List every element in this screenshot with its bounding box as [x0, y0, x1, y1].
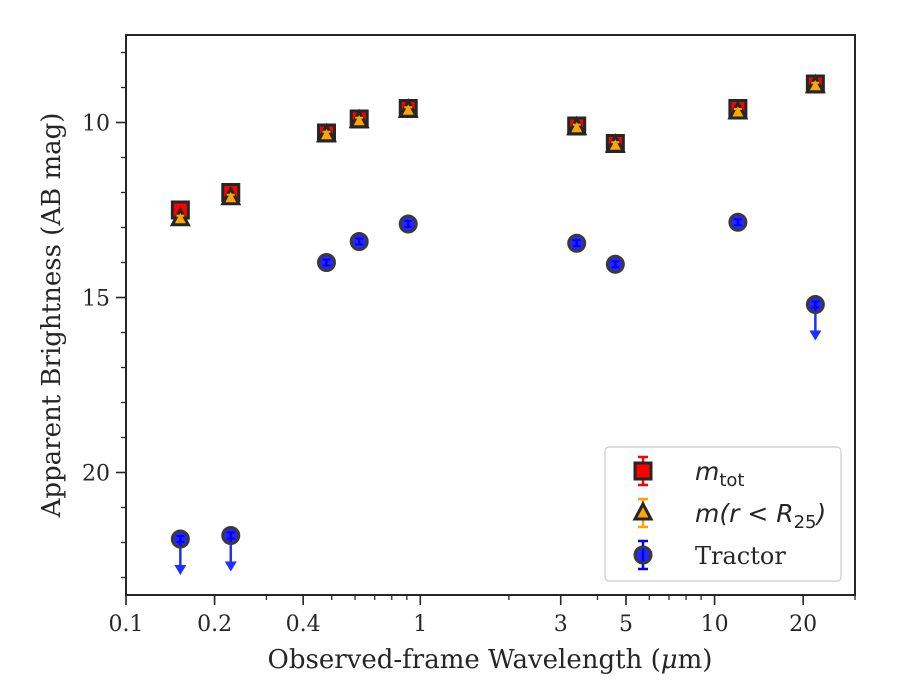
y-axis-label: Apparent Brightness (AB mag) [37, 113, 67, 519]
legend-marker [633, 545, 653, 565]
legend-label: mtot [695, 457, 745, 491]
axes: 0.1 0.2 0.4 1 3 5 10 20 10 15 20 [82, 34, 856, 637]
legend-entry: Tractor [633, 539, 786, 571]
y-tick-label: 10 [82, 112, 110, 137]
x-axis-label: Observed-frame Wavelength (μm) [268, 645, 713, 675]
legend-box [604, 446, 842, 582]
legend-label: Tractor [695, 542, 786, 570]
plot-frame [125, 34, 856, 596]
x-tick-label: 3 [554, 612, 568, 637]
x-tick-label: 10 [701, 612, 729, 637]
series-tractor [170, 212, 825, 575]
legend-marker [633, 461, 653, 481]
legend: mtot m(r < R25) Tractor [604, 446, 842, 582]
series-m-r-r25 [169, 73, 826, 227]
y-tick-label: 15 [82, 287, 110, 312]
x-tick-label: 0.4 [286, 612, 321, 637]
upper-limit-arrowhead [809, 330, 822, 341]
legend-entry: mtot [633, 455, 745, 491]
upper-limit-arrowhead [174, 565, 187, 575]
y-tick-label: 20 [82, 462, 110, 487]
x-tick-label: 20 [789, 612, 817, 637]
legend-marker [632, 500, 654, 521]
series-m-tot [170, 74, 825, 220]
x-tick-label: 0.2 [197, 612, 232, 637]
x-tick-label: 0.1 [109, 612, 144, 637]
x-tick-label: 5 [619, 612, 633, 637]
plot-marks [169, 73, 826, 575]
x-tick-label: 1 [413, 612, 427, 637]
legend-label: m(r < R25) [695, 499, 826, 533]
upper-limit-arrowhead [224, 561, 237, 572]
legend-entry: m(r < R25) [632, 497, 826, 533]
